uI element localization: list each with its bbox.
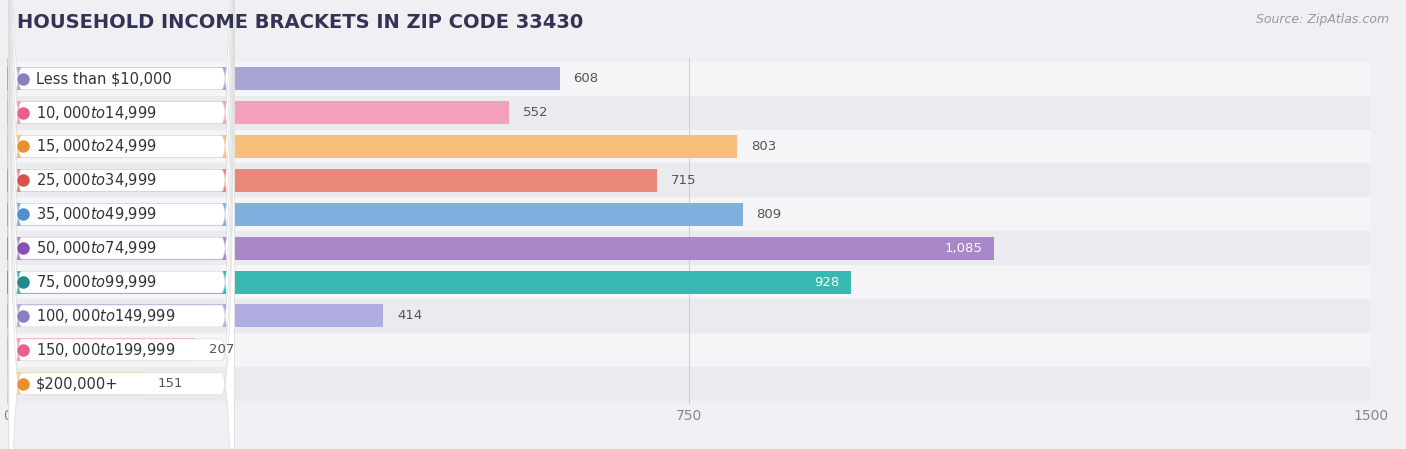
Bar xyxy=(7,237,994,260)
Bar xyxy=(7,372,145,395)
Text: $75,000 to $99,999: $75,000 to $99,999 xyxy=(37,273,157,291)
Text: 928: 928 xyxy=(814,276,839,289)
Bar xyxy=(7,339,195,361)
Text: $100,000 to $149,999: $100,000 to $149,999 xyxy=(37,307,176,325)
Text: 552: 552 xyxy=(523,106,548,119)
Bar xyxy=(7,304,384,327)
Text: 809: 809 xyxy=(756,208,782,221)
Bar xyxy=(7,231,1371,265)
Bar xyxy=(7,271,851,294)
Text: $15,000 to $24,999: $15,000 to $24,999 xyxy=(37,137,157,155)
Text: 1,085: 1,085 xyxy=(945,242,983,255)
Text: 207: 207 xyxy=(209,343,235,357)
FancyBboxPatch shape xyxy=(8,0,235,449)
Text: 414: 414 xyxy=(396,309,422,322)
Bar xyxy=(7,101,509,124)
FancyBboxPatch shape xyxy=(8,0,235,449)
FancyBboxPatch shape xyxy=(8,0,235,449)
Bar xyxy=(7,62,1371,96)
Bar xyxy=(7,96,1371,130)
Text: Source: ZipAtlas.com: Source: ZipAtlas.com xyxy=(1256,13,1389,26)
Bar xyxy=(7,265,1371,299)
FancyBboxPatch shape xyxy=(8,0,235,449)
Text: $35,000 to $49,999: $35,000 to $49,999 xyxy=(37,205,157,223)
Text: $25,000 to $34,999: $25,000 to $34,999 xyxy=(37,172,157,189)
Bar xyxy=(7,163,1371,198)
Bar xyxy=(7,130,1371,163)
Text: $150,000 to $199,999: $150,000 to $199,999 xyxy=(37,341,176,359)
FancyBboxPatch shape xyxy=(8,0,235,449)
Bar xyxy=(7,299,1371,333)
Bar xyxy=(7,198,1371,231)
Text: HOUSEHOLD INCOME BRACKETS IN ZIP CODE 33430: HOUSEHOLD INCOME BRACKETS IN ZIP CODE 33… xyxy=(17,13,583,32)
Text: 715: 715 xyxy=(671,174,696,187)
Text: $50,000 to $74,999: $50,000 to $74,999 xyxy=(37,239,157,257)
Text: 151: 151 xyxy=(157,377,183,390)
Text: 608: 608 xyxy=(574,72,599,85)
FancyBboxPatch shape xyxy=(8,0,235,449)
Bar xyxy=(7,169,657,192)
FancyBboxPatch shape xyxy=(8,0,235,449)
Text: $200,000+: $200,000+ xyxy=(37,376,118,391)
Text: $10,000 to $14,999: $10,000 to $14,999 xyxy=(37,104,157,122)
Bar xyxy=(7,367,1371,401)
Bar xyxy=(7,203,742,226)
Bar xyxy=(7,67,560,90)
FancyBboxPatch shape xyxy=(8,0,235,449)
Bar xyxy=(7,333,1371,367)
Text: Less than $10,000: Less than $10,000 xyxy=(37,71,172,86)
FancyBboxPatch shape xyxy=(8,0,235,449)
Text: 803: 803 xyxy=(751,140,776,153)
Bar xyxy=(7,135,737,158)
FancyBboxPatch shape xyxy=(8,0,235,449)
